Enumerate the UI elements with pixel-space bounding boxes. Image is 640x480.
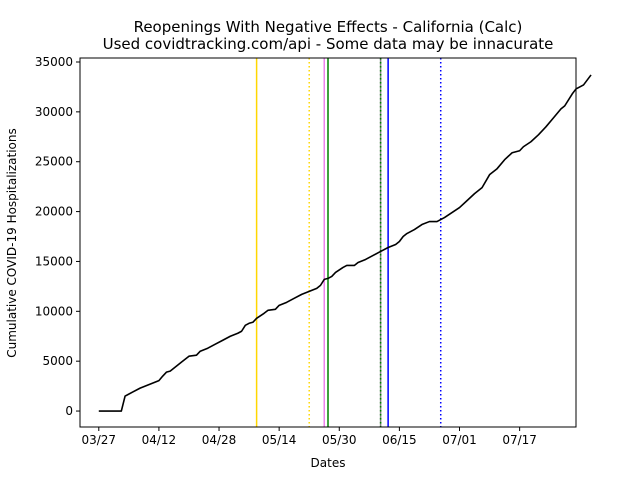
chart-subtitle: Used covidtracking.com/api - Some data m… — [103, 35, 554, 53]
x-tick-label: 05/30 — [322, 433, 357, 447]
x-tick-label: 04/12 — [142, 433, 177, 447]
series-line-1 — [98, 74, 592, 412]
y-tick-label: 25000 — [35, 155, 73, 169]
series-layer — [98, 74, 592, 412]
y-axis: 0 5000 10000 15000 20000 25000 30000 35000 — [35, 55, 80, 418]
x-tick-label: 07/01 — [442, 433, 477, 447]
y-tick-label: 15000 — [35, 254, 73, 268]
y-tick-label: 10000 — [35, 304, 73, 318]
chart-title: Reopenings With Negative Effects - Calif… — [134, 18, 523, 36]
y-tick-label: 5000 — [42, 354, 73, 368]
y-tick-label: 0 — [65, 404, 73, 418]
y-axis-label: Cumulative COVID-19 Hospitalizations — [5, 128, 19, 358]
x-axis-label: Dates — [311, 456, 346, 470]
x-tick-label: 04/28 — [202, 433, 237, 447]
y-tick-label: 30000 — [35, 105, 73, 119]
x-tick-label: 07/17 — [502, 433, 537, 447]
x-axis: 03/27 04/12 04/28 05/14 05/30 06/15 07/01 07/17 — [81, 427, 537, 447]
vertical-lines — [255, 58, 442, 427]
y-tick-label: 35000 — [35, 55, 73, 69]
y-tick-label: 20000 — [35, 205, 73, 219]
x-tick-label: 03/27 — [81, 433, 116, 447]
x-tick-label: 06/15 — [382, 433, 417, 447]
plot-frame — [79, 57, 577, 428]
x-tick-label: 05/14 — [262, 433, 297, 447]
